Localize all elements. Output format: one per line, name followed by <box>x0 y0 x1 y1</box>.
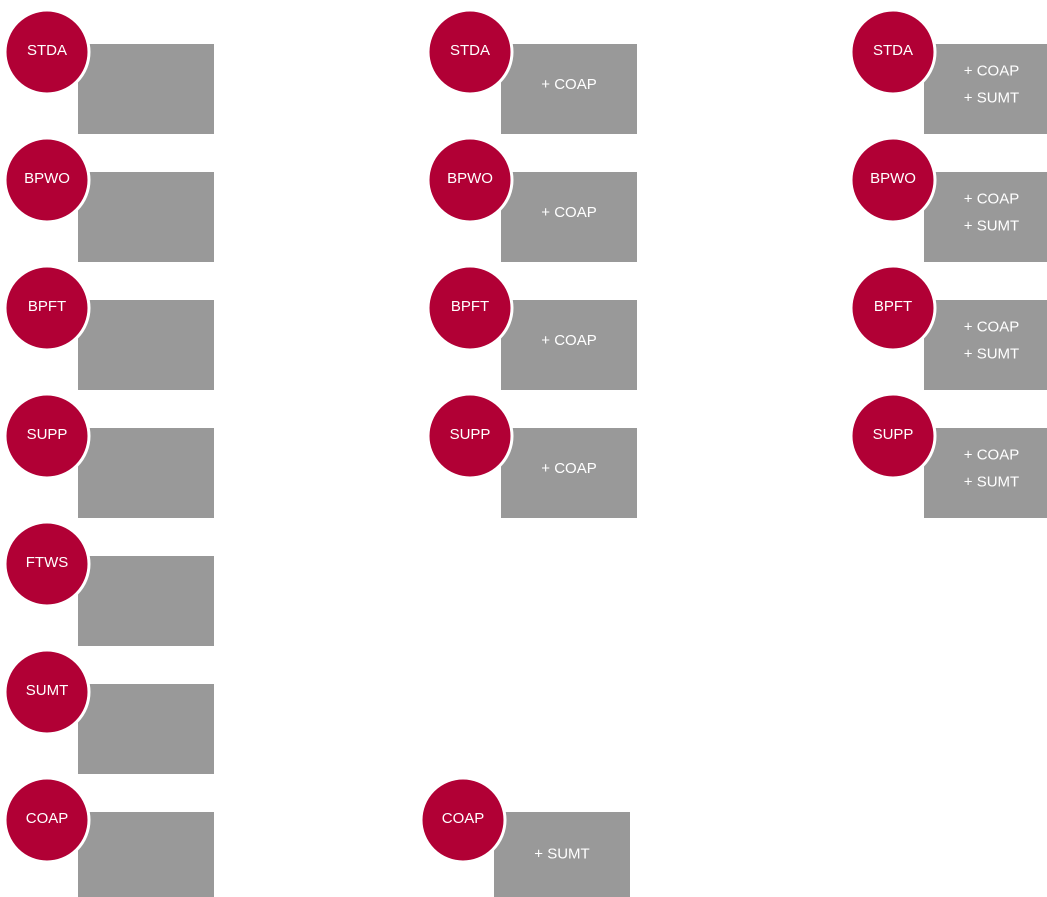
addon-label: + SUMT <box>964 217 1019 234</box>
badge <box>426 8 514 96</box>
badge-label: BPFT <box>28 298 66 315</box>
badge <box>849 136 937 224</box>
addon-label: + SUMT <box>964 473 1019 490</box>
addon-label: + COAP <box>541 204 596 221</box>
addon-label: + COAP <box>964 318 1019 335</box>
box <box>501 428 637 518</box>
badge <box>849 392 937 480</box>
badge-label: BPFT <box>451 298 489 315</box>
badge-label: COAP <box>442 810 485 827</box>
box <box>924 44 1047 134</box>
badge-label: BPWO <box>870 170 916 187</box>
badge <box>419 776 507 864</box>
addon-label: + COAP <box>541 76 596 93</box>
badge <box>426 392 514 480</box>
box <box>501 300 637 390</box>
badge <box>3 8 91 96</box>
badge <box>426 264 514 352</box>
badge-label: SUPP <box>27 426 68 443</box>
badge <box>3 776 91 864</box>
addon-label: + COAP <box>541 332 596 349</box>
badge <box>849 8 937 96</box>
addon-label: + SUMT <box>964 89 1019 106</box>
badge-label: STDA <box>27 42 67 59</box>
badge-label: BPFT <box>874 298 912 315</box>
box <box>501 44 637 134</box>
box <box>494 812 630 897</box>
box <box>78 556 214 646</box>
badge-label: STDA <box>450 42 490 59</box>
badge <box>3 392 91 480</box>
badge <box>849 264 937 352</box>
badge <box>3 136 91 224</box>
addon-label: + COAP <box>964 190 1019 207</box>
addon-label: + COAP <box>964 446 1019 463</box>
box <box>78 428 214 518</box>
badge-label: BPWO <box>447 170 493 187</box>
badge-label: SUPP <box>873 426 914 443</box>
box <box>501 172 637 262</box>
box <box>924 300 1047 390</box>
badge-label: FTWS <box>26 554 69 571</box>
box <box>924 172 1047 262</box>
badge-label: SUMT <box>26 682 69 699</box>
addon-label: + SUMT <box>964 345 1019 362</box>
badge-label: SUPP <box>450 426 491 443</box>
badge <box>3 520 91 608</box>
box <box>78 300 214 390</box>
badge <box>426 136 514 224</box>
box <box>78 812 214 897</box>
box <box>78 44 214 134</box>
box <box>78 684 214 774</box>
box <box>924 428 1047 518</box>
badge-label: STDA <box>873 42 913 59</box>
addon-label: + SUMT <box>534 845 589 862</box>
badge <box>3 264 91 352</box>
badge-label: COAP <box>26 810 69 827</box>
addon-label: + COAP <box>541 460 596 477</box>
addon-label: + COAP <box>964 62 1019 79</box>
badge-label: BPWO <box>24 170 70 187</box>
box <box>78 172 214 262</box>
badge <box>3 648 91 736</box>
